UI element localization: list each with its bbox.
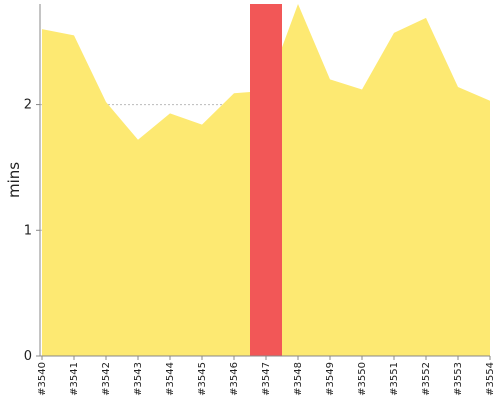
x-tick-label: #3552: [421, 362, 432, 396]
y-tick-label: 1: [24, 223, 32, 238]
x-tick-label: #3551: [389, 362, 400, 396]
x-tick-label: #3545: [197, 362, 208, 396]
y-axis-label: mins: [5, 162, 23, 198]
x-ticks: #3540 #3541 #3542 #3543 #3544 #3545 #3546 #3547…: [37, 356, 496, 396]
y-tick-label: 2: [24, 98, 32, 113]
x-tick-label: #3548: [293, 362, 304, 396]
x-tick-label: #3546: [229, 362, 240, 396]
x-tick-label: #3542: [101, 362, 112, 396]
x-tick-label: #3547: [261, 362, 272, 396]
axes: [39, 4, 490, 357]
x-tick-label: #3541: [69, 362, 80, 396]
x-tick-label: #3543: [133, 362, 144, 396]
x-tick-label: #3553: [453, 362, 464, 396]
area-layer: [42, 4, 490, 356]
highlight-bar: [250, 4, 282, 356]
x-tick-label: #3549: [325, 362, 336, 396]
x-tick-label: #3550: [357, 362, 368, 396]
x-tick-label: #3540: [37, 362, 48, 396]
y-tick-label: 0: [24, 349, 32, 364]
x-tick-label: #3554: [485, 362, 496, 396]
y-ticks: 0 1 2: [24, 98, 40, 364]
x-tick-label: #3544: [165, 362, 176, 396]
